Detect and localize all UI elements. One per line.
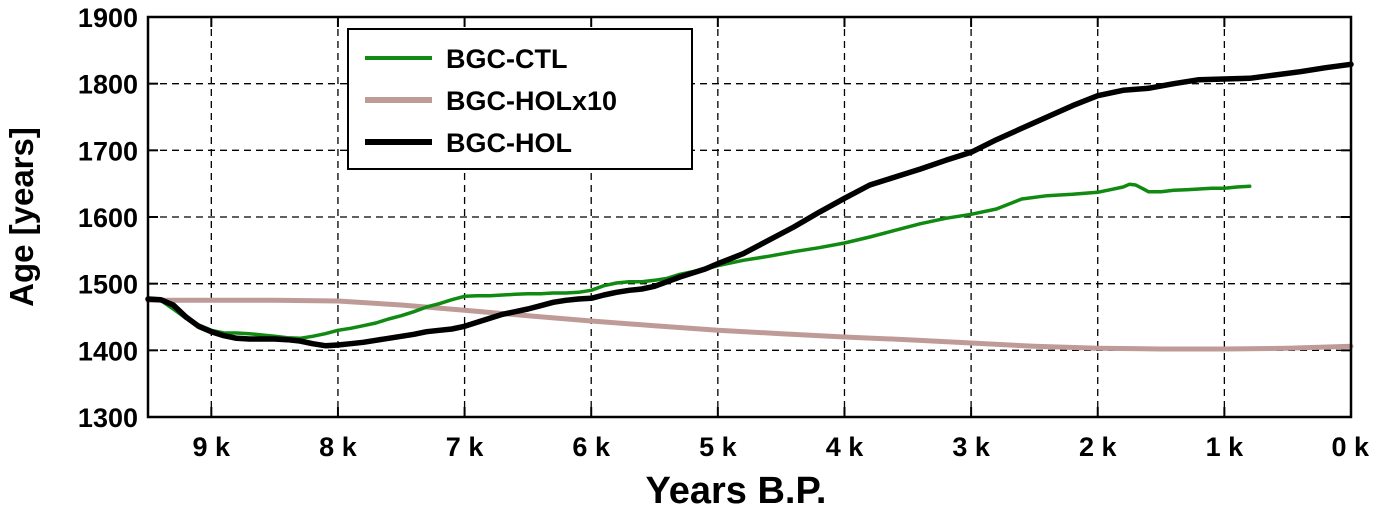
legend-label-bgc-holx10: BGC-HOLx10 <box>446 86 617 116</box>
x-tick-label: 7 k <box>446 432 485 462</box>
y-tick-label: 1500 <box>78 270 138 300</box>
tick-marks <box>148 16 1352 418</box>
series-line-bgc-holx10 <box>145 297 1354 352</box>
series-line-bgc-hol <box>145 61 1354 349</box>
y-tick-label: 1400 <box>78 336 138 366</box>
y-tick-labels: 1300 1400 1500 1600 1700 1800 1900 <box>78 3 138 433</box>
legend-label-bgc-hol: BGC-HOL <box>446 128 572 158</box>
x-tick-label: 9 k <box>193 432 232 462</box>
series-lines <box>145 61 1354 352</box>
x-tick-label: 0 k <box>1331 432 1370 462</box>
x-tick-label: 5 k <box>699 432 738 462</box>
plot-frame <box>146 15 1353 419</box>
y-axis-title: Age [years] <box>3 127 40 307</box>
legend: BGC-CTL BGC-HOLx10 BGC-HOL <box>347 28 693 170</box>
y-tick-label: 1800 <box>78 70 138 100</box>
x-tick-label: 6 k <box>572 432 611 462</box>
x-tick-label: 2 k <box>1079 432 1118 462</box>
x-axis-title: Years B.P. <box>645 470 826 512</box>
y-tick-label: 1900 <box>78 3 138 33</box>
series-line-bgc-ctl <box>146 182 1252 341</box>
y-tick-label: 1600 <box>78 203 138 233</box>
y-tick-label: 1700 <box>78 136 138 166</box>
x-tick-label: 1 k <box>1206 432 1245 462</box>
x-tick-label: 3 k <box>952 432 991 462</box>
x-tick-labels: 9 k 8 k 7 k 6 k 5 k 4 k 3 k 2 k 1 k 0 k <box>193 432 1370 462</box>
legend-label-bgc-ctl: BGC-CTL <box>446 44 567 74</box>
x-tick-label: 4 k <box>826 432 865 462</box>
x-tick-label: 8 k <box>319 432 358 462</box>
y-tick-label: 1300 <box>78 403 138 433</box>
